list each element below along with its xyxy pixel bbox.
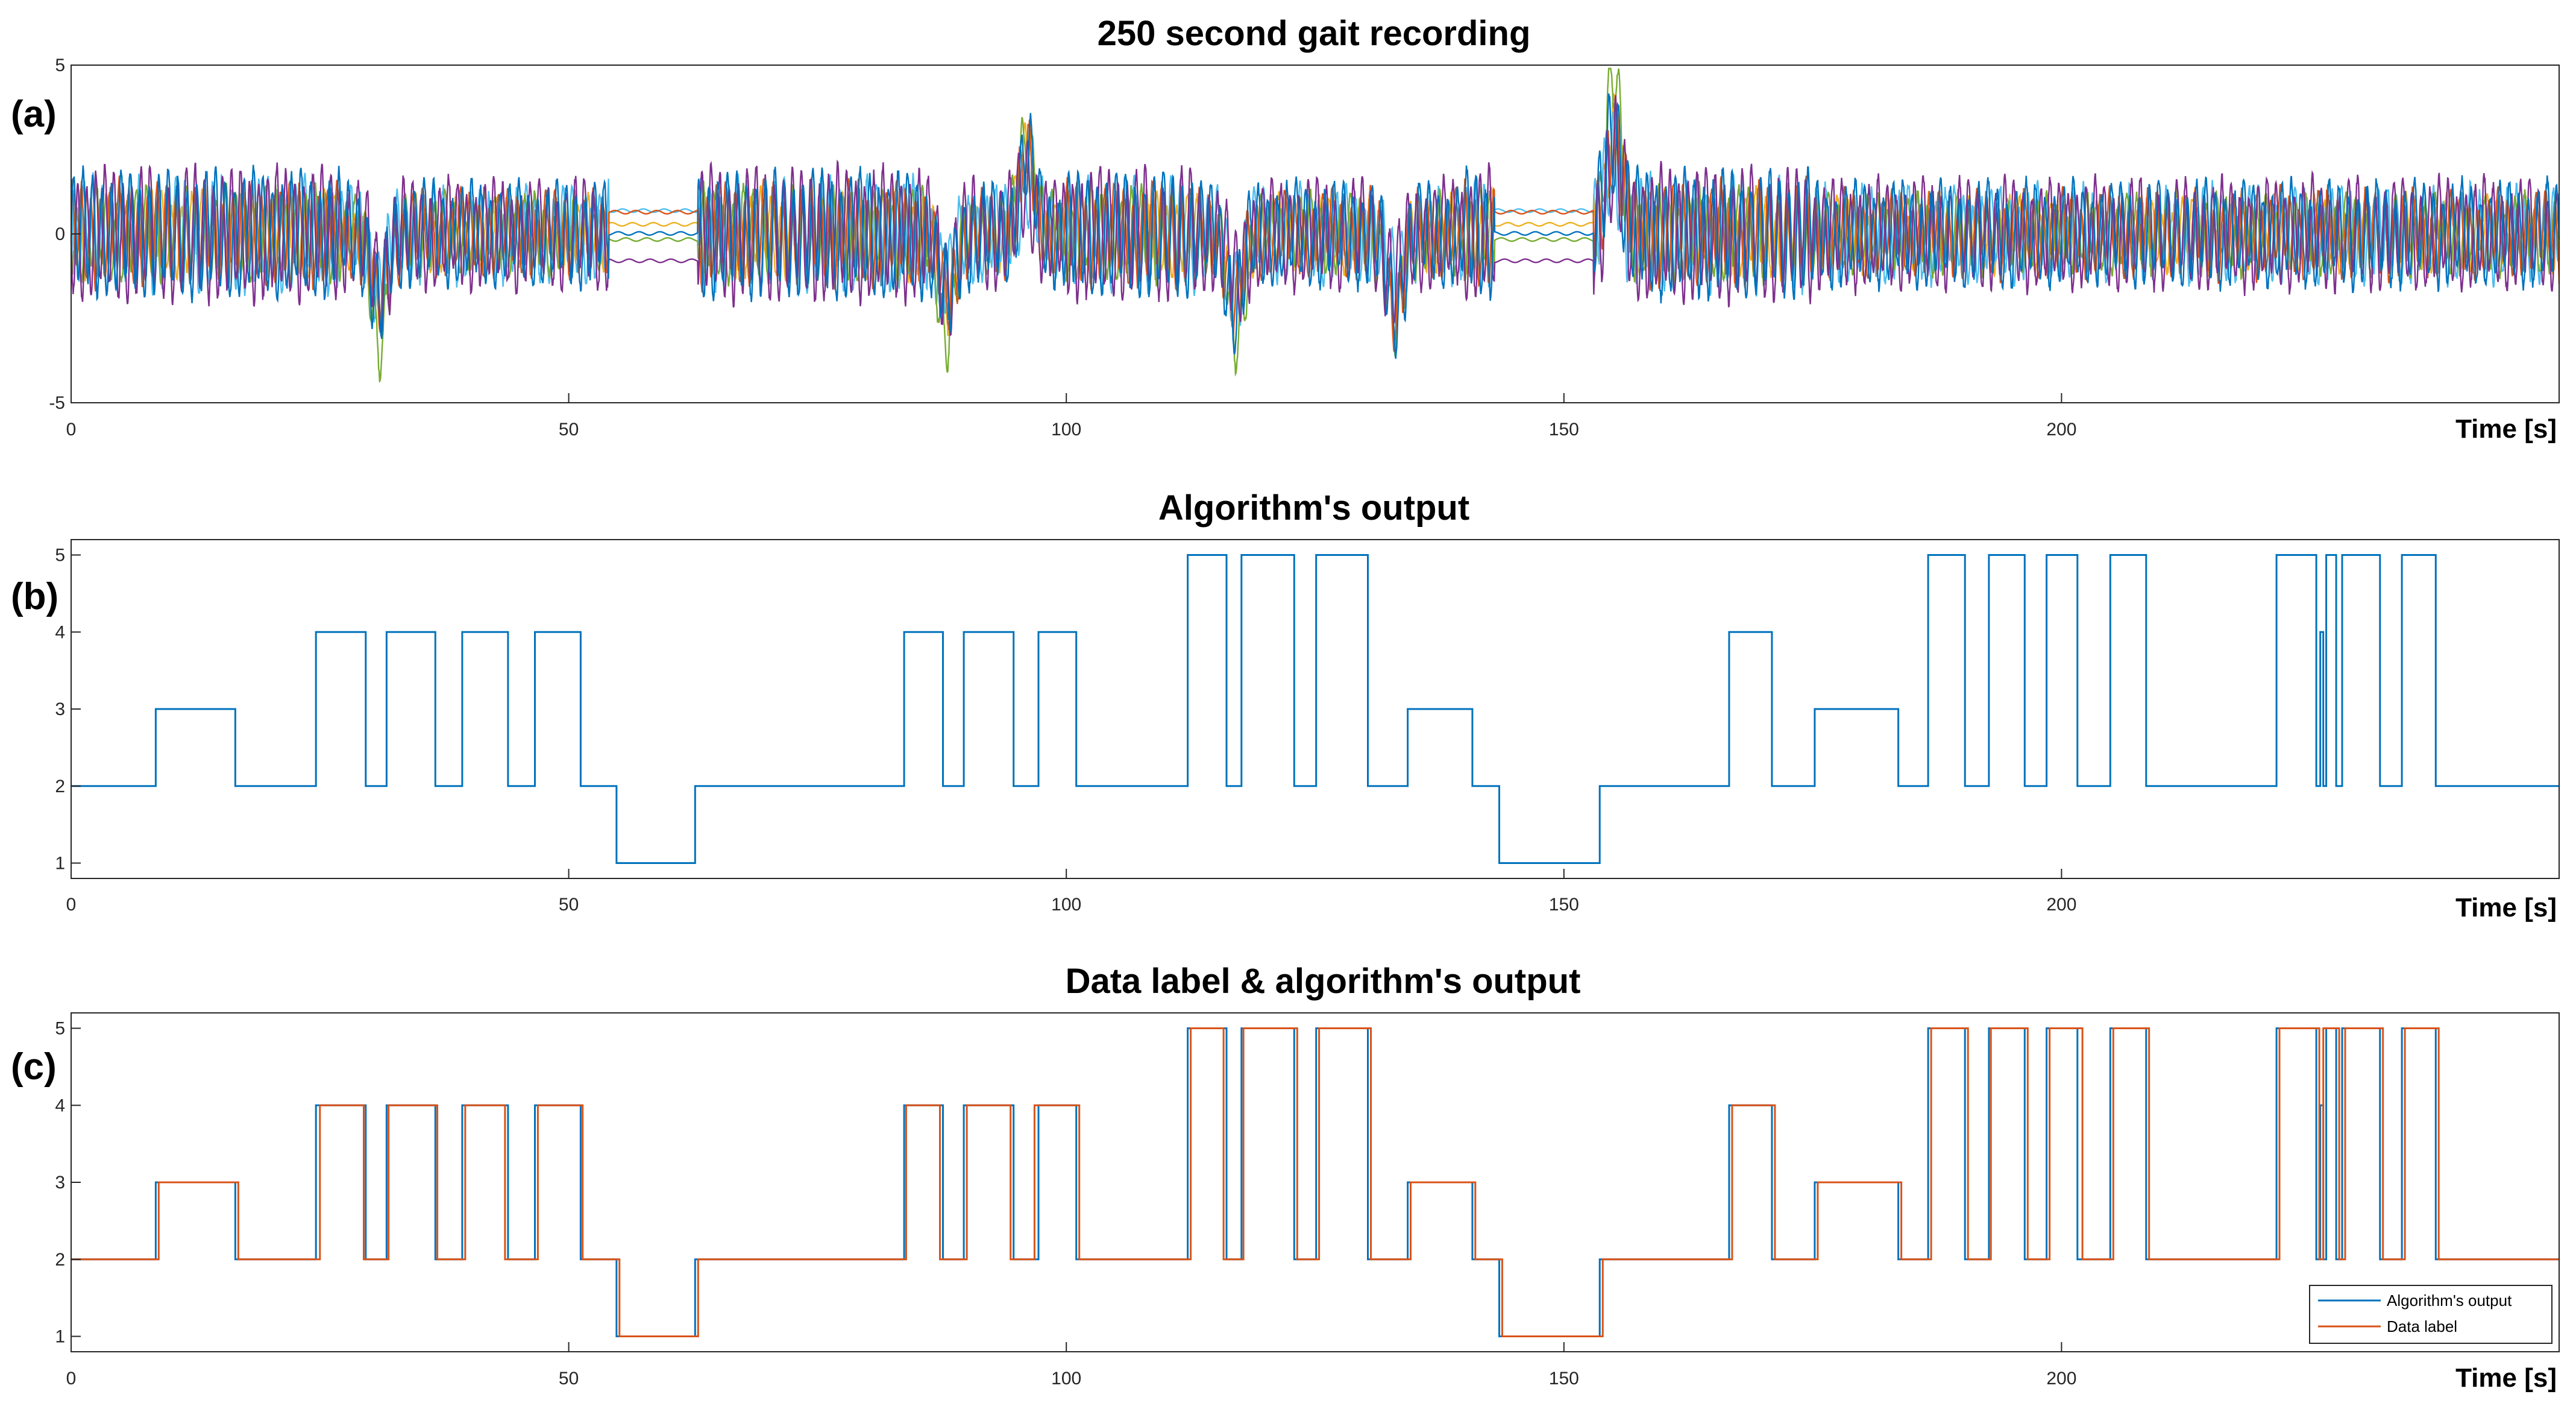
panel-b-plot-area (71, 540, 2559, 878)
legend-box (2309, 1285, 2552, 1344)
panel-c-ytick: 4 (55, 1095, 81, 1115)
data-label-line (71, 1027, 2559, 1337)
svg-text:0: 0 (66, 420, 77, 440)
svg-text:4: 4 (55, 1095, 65, 1115)
svg-text:100: 100 (1051, 895, 1081, 915)
panel-c-ytick: 1 (55, 1327, 81, 1347)
svg-text:100: 100 (1051, 1369, 1081, 1389)
panel-a-ytick: -5 (49, 393, 81, 413)
panel-b-algorithm-output: Algorithm's output (b) 0 50 100 150 (11, 488, 2560, 922)
panel-a-xtick: 200 (2046, 393, 2076, 440)
legend-algorithm-label: Algorithm's output (2387, 1291, 2512, 1310)
svg-text:0: 0 (55, 224, 65, 244)
panel-a-xlabel: Time [s] (2455, 414, 2557, 444)
svg-text:3: 3 (55, 699, 65, 719)
svg-text:5: 5 (55, 55, 65, 75)
panel-a-xtick: 100 (1051, 393, 1081, 440)
panel-c-xtick: 50 (559, 1342, 579, 1389)
svg-text:2: 2 (55, 1250, 65, 1270)
panel-b-xtick: 50 (559, 869, 579, 915)
svg-text:150: 150 (1549, 420, 1579, 440)
svg-text:5: 5 (55, 546, 65, 566)
panel-c-series-group (71, 1027, 2559, 1337)
panel-b-xtick: 100 (1051, 869, 1081, 915)
svg-text:3: 3 (55, 1173, 65, 1193)
panel-c-xtick: 150 (1549, 1342, 1579, 1389)
panel-b-ytick: 1 (55, 854, 81, 874)
svg-text:4: 4 (55, 622, 65, 642)
panel-b-xtick: 200 (2046, 869, 2076, 915)
panel-b-ytick: 3 (55, 699, 81, 719)
panel-b-ytick: 2 (55, 777, 81, 796)
panel-a-label: (a) (11, 93, 57, 135)
svg-text:1: 1 (55, 1327, 65, 1347)
panel-c-xtick: 200 (2046, 1342, 2076, 1389)
svg-text:200: 200 (2046, 895, 2076, 915)
svg-text:50: 50 (559, 895, 579, 915)
algorithm-output-line (71, 554, 2559, 864)
panel-b-ytick: 4 (55, 622, 81, 642)
panel-b-xtick: 0 (66, 869, 77, 915)
panel-b-xlabel: Time [s] (2455, 893, 2557, 922)
panel-c-label-vs-output: Data label & algorithm's output (c) 0 50… (11, 962, 2560, 1393)
svg-text:1: 1 (55, 854, 65, 874)
panel-a-xtick: 150 (1549, 393, 1579, 440)
svg-text:50: 50 (559, 420, 579, 440)
svg-text:50: 50 (559, 1369, 579, 1389)
panel-c-xtick: 100 (1051, 1342, 1081, 1389)
panel-b-title: Algorithm's output (1158, 488, 1469, 528)
svg-text:0: 0 (66, 895, 77, 915)
panel-a-title: 250 second gait recording (1098, 14, 1531, 53)
panel-c-plot-area (71, 1013, 2559, 1352)
panel-b-series-group (71, 554, 2559, 864)
panel-c-ytick: 3 (55, 1173, 81, 1193)
svg-text:150: 150 (1549, 1369, 1579, 1389)
panel-b-ytick: 5 (55, 546, 81, 566)
svg-text:100: 100 (1051, 420, 1081, 440)
panel-a-xtick: 50 (559, 393, 579, 440)
panel-a-ytick: 0 (55, 224, 81, 244)
panel-c-ytick: 5 (55, 1019, 81, 1039)
panel-b-label: (b) (11, 576, 58, 617)
sensor-trace-1 (70, 93, 2560, 359)
panel-a-gait-recording: 250 second gait recording (a) 0 50 100 1… (11, 14, 2560, 444)
panel-b-xtick: 150 (1549, 869, 1579, 915)
svg-text:2: 2 (55, 777, 65, 796)
panel-c-label: (c) (11, 1046, 57, 1088)
legend-data-label: Data label (2387, 1317, 2457, 1335)
panel-a-ticks: 0 50 100 150 200 -5 (49, 55, 2076, 440)
sensor-trace-4 (70, 95, 2560, 336)
panel-a-xtick: 0 (66, 393, 77, 440)
svg-text:200: 200 (2046, 1369, 2076, 1389)
panel-a-ytick: 5 (55, 55, 81, 75)
svg-text:200: 200 (2046, 420, 2076, 440)
panel-c-legend: Algorithm's output Data label (2309, 1285, 2552, 1344)
panel-c-xlabel: Time [s] (2455, 1363, 2557, 1393)
panel-c-ticks: 0 50 100 150 200 1 (55, 1019, 2076, 1389)
svg-text:150: 150 (1549, 895, 1579, 915)
svg-text:-5: -5 (49, 393, 65, 413)
panel-c-xtick: 0 (66, 1342, 77, 1389)
svg-text:5: 5 (55, 1019, 65, 1039)
svg-text:0: 0 (66, 1369, 77, 1389)
panel-c-title: Data label & algorithm's output (1066, 962, 1581, 1001)
panel-c-ytick: 2 (55, 1250, 81, 1270)
panel-a-series-group (70, 68, 2560, 383)
panel-b-ticks: 0 50 100 150 200 1 (55, 546, 2076, 915)
